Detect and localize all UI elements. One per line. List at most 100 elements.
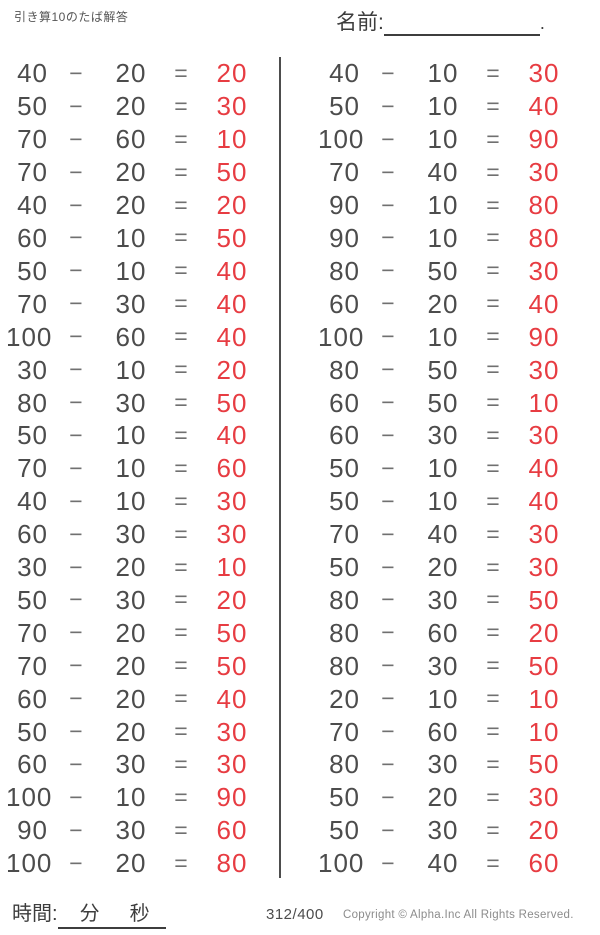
subtrahend: 30 — [115, 815, 147, 846]
answer-value: 40 — [216, 321, 248, 352]
minus-sign: − — [69, 323, 83, 350]
equals-sign: = — [174, 125, 188, 152]
minus-sign: − — [381, 849, 395, 876]
subtrahend: 20 — [115, 650, 147, 681]
minus-sign: − — [69, 783, 83, 810]
problem-row: 50− 10 = 40 — [318, 90, 580, 123]
minus-sign: − — [69, 619, 83, 646]
minus-sign: − — [69, 290, 83, 317]
minus-sign: − — [381, 59, 395, 86]
equals-sign: = — [486, 158, 500, 185]
minuend: 40 — [17, 190, 48, 221]
minuend: 60 — [17, 749, 48, 780]
subtrahend: 10 — [427, 683, 459, 714]
problem-row: 90− 10 = 80 — [318, 189, 580, 222]
problem-row: 80− 30 = 50 — [6, 386, 268, 419]
minus-sign: − — [69, 718, 83, 745]
minuend: 60 — [329, 420, 360, 451]
answer-value: 90 — [528, 321, 560, 352]
problem-row: 30− 10 = 20 — [6, 353, 268, 386]
answer-value: 30 — [216, 519, 248, 550]
problem-row: 30− 20 = 10 — [6, 551, 268, 584]
subtrahend: 60 — [115, 124, 147, 155]
answer-value: 30 — [528, 552, 560, 583]
problem-row: 70− 20 = 50 — [6, 616, 268, 649]
minus-sign: − — [381, 652, 395, 679]
answer-value: 40 — [216, 288, 248, 319]
minuend: 30 — [17, 552, 48, 583]
subtrahend: 20 — [115, 552, 147, 583]
minuend: 50 — [329, 782, 360, 813]
problem-row: 90− 10 = 80 — [318, 222, 580, 255]
minus-sign: − — [381, 783, 395, 810]
equals-sign: = — [486, 553, 500, 580]
minus-sign: − — [381, 191, 395, 218]
minuend: 40 — [329, 58, 360, 89]
page-number: 312/400 — [266, 906, 324, 923]
problem-row: 50− 30 = 20 — [318, 814, 580, 847]
problem-row: 70− 10 = 60 — [6, 452, 268, 485]
answer-value: 20 — [528, 617, 560, 648]
subtrahend: 60 — [427, 716, 459, 747]
subtrahend: 30 — [115, 288, 147, 319]
answer-value: 50 — [216, 387, 248, 418]
answer-value: 30 — [528, 354, 560, 385]
equals-sign: = — [174, 718, 188, 745]
problem-row: 40− 20 = 20 — [6, 57, 268, 90]
answer-value: 10 — [528, 716, 560, 747]
equals-sign: = — [174, 158, 188, 185]
subtrahend: 30 — [427, 749, 459, 780]
minus-sign: − — [69, 454, 83, 481]
problem-row: 50− 20 = 30 — [318, 781, 580, 814]
equals-sign: = — [486, 816, 500, 843]
equals-sign: = — [174, 257, 188, 284]
equals-sign: = — [486, 421, 500, 448]
minus-sign: − — [381, 421, 395, 448]
problem-row: 80− 30 = 50 — [318, 748, 580, 781]
minuend: 80 — [329, 650, 360, 681]
subtrahend: 30 — [115, 387, 147, 418]
equals-sign: = — [486, 652, 500, 679]
subtrahend: 10 — [115, 420, 147, 451]
equals-sign: = — [486, 685, 500, 712]
minuend: 50 — [17, 91, 48, 122]
equals-sign: = — [174, 389, 188, 416]
minuend: 100 — [318, 124, 365, 155]
answer-value: 40 — [216, 683, 248, 714]
minuend: 50 — [329, 815, 360, 846]
problem-row: 50− 10 = 40 — [318, 452, 580, 485]
minuend: 50 — [329, 486, 360, 517]
minuend: 60 — [329, 387, 360, 418]
equals-sign: = — [174, 454, 188, 481]
minuend: 40 — [17, 58, 48, 89]
minus-sign: − — [381, 257, 395, 284]
name-field: 名前:. — [336, 6, 545, 36]
subtrahend: 30 — [427, 584, 459, 615]
minus-sign: − — [381, 224, 395, 251]
name-line-period: . — [539, 13, 545, 33]
problem-row: 60− 10 = 50 — [6, 222, 268, 255]
subtrahend: 20 — [115, 848, 147, 879]
equals-sign: = — [486, 92, 500, 119]
column-divider — [279, 57, 281, 878]
problem-row: 50− 10 = 40 — [318, 485, 580, 518]
subtrahend: 30 — [115, 749, 147, 780]
subtrahend: 50 — [427, 387, 459, 418]
problem-row: 70− 20 = 50 — [6, 156, 268, 189]
equals-sign: = — [174, 323, 188, 350]
problem-row: 50− 20 = 30 — [6, 90, 268, 123]
minus-sign: − — [381, 553, 395, 580]
answer-value: 50 — [528, 650, 560, 681]
equals-sign: = — [174, 487, 188, 514]
problem-row: 50− 20 = 30 — [6, 715, 268, 748]
problem-row: 60− 30 = 30 — [318, 419, 580, 452]
minuend: 70 — [17, 288, 48, 319]
problem-row: 50− 10 = 40 — [6, 254, 268, 287]
minus-sign: − — [69, 750, 83, 777]
answer-value: 20 — [216, 190, 248, 221]
answer-value: 20 — [528, 815, 560, 846]
minuend: 30 — [17, 354, 48, 385]
minus-sign: − — [381, 356, 395, 383]
subtrahend: 10 — [115, 782, 147, 813]
answer-value: 30 — [216, 91, 248, 122]
